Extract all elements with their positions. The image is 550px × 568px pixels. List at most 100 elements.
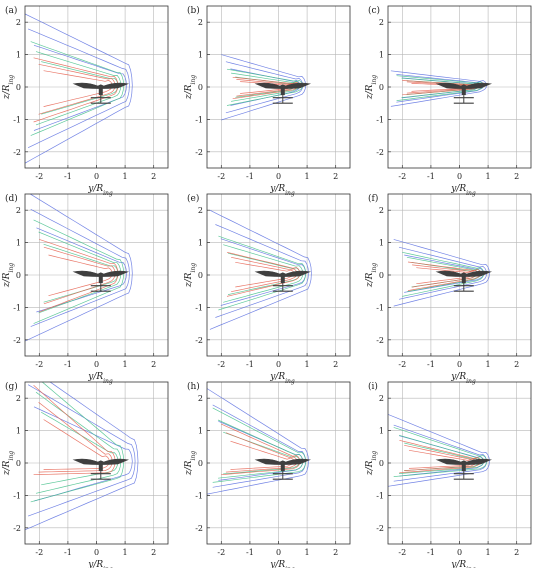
drone-fuselage: [461, 461, 466, 472]
y-tick-label: -2: [195, 148, 203, 157]
drone-silhouette: [72, 458, 130, 480]
y-tick-label: 1: [16, 51, 21, 60]
contour-blue: [393, 239, 490, 307]
subplot-b: -2 -1 0 1 2 -2 -1 0 1 2 (b) y/Ring z/Ring: [184, 5, 351, 197]
x-tick-label: 1: [305, 172, 310, 181]
subplot-g: -2 -1 0 1 2 -2 -1 0 1 2 (g) y/Ring z/Ring: [2, 381, 169, 568]
y-tick-label: 1: [379, 239, 384, 248]
x-tick-label: 0: [276, 360, 281, 369]
x-tick-label: -1: [427, 172, 435, 181]
y-tick-label: -2: [13, 148, 21, 157]
y-tick-label: 2: [379, 206, 384, 215]
x-tick-label: -1: [64, 548, 72, 557]
x-tick-label: 0: [457, 548, 462, 557]
x-tick-label: 1: [123, 360, 128, 369]
x-tick-label: 2: [514, 172, 519, 181]
panel-label: (g): [5, 381, 18, 392]
y-axis-label-sub: ing: [371, 451, 378, 461]
panel-label: (i): [368, 381, 378, 392]
y-tick-label: 0: [198, 271, 203, 280]
y-tick-label: 1: [198, 427, 203, 436]
x-axis-label: y/Ring: [269, 560, 295, 568]
y-axis-label-sub: ing: [8, 75, 15, 85]
y-tick-label: -2: [195, 524, 203, 533]
y-tick-label: -2: [376, 148, 384, 157]
drone-fuselage: [461, 85, 466, 96]
contour-group: [388, 414, 490, 487]
x-axis-label: y/Ring: [87, 560, 113, 568]
y-axis-label: z/Ring: [184, 75, 197, 100]
y-axis-label: z/Ring: [365, 451, 378, 476]
y-tick-label: -2: [13, 524, 21, 533]
y-axis-label-sub: ing: [8, 451, 15, 461]
y-tick-label: 1: [16, 427, 21, 436]
panel-label: (h): [187, 381, 200, 392]
y-axis-label: z/Ring: [184, 451, 197, 476]
x-tick-label: 0: [276, 172, 281, 181]
x-axis-label-sub: ing: [103, 566, 113, 568]
contour-blue: [207, 388, 309, 495]
y-axis-label: z/Ring: [2, 75, 15, 100]
y-tick-label: -1: [195, 115, 203, 124]
x-axis-label: y/Ring: [450, 184, 476, 197]
x-tick-label: -2: [217, 548, 225, 557]
x-tick-label: -1: [427, 360, 435, 369]
y-tick-label: 1: [198, 239, 203, 248]
panel-label: (d): [5, 193, 18, 204]
x-tick-label: 2: [151, 548, 156, 557]
x-tick-label: 1: [305, 548, 310, 557]
y-tick-label: 2: [16, 18, 21, 27]
contour-green: [35, 391, 122, 494]
x-tick-label: -2: [35, 360, 43, 369]
y-tick-label: -2: [13, 336, 21, 345]
panel-label: (a): [5, 5, 17, 16]
x-tick-label: 0: [276, 548, 281, 557]
x-tick-label: 2: [151, 172, 156, 181]
y-axis-label: z/Ring: [365, 75, 378, 100]
x-tick-label: -2: [35, 172, 43, 181]
drone-fuselage: [280, 273, 285, 284]
x-tick-label: -2: [35, 548, 43, 557]
contour-blue: [215, 224, 309, 318]
subplot-e: -2 -1 0 1 2 -2 -1 0 1 2 (e) y/Ring z/Ring: [184, 193, 351, 385]
y-tick-label: -2: [195, 336, 203, 345]
contour-blue: [209, 209, 312, 330]
drone-silhouette: [254, 270, 312, 292]
contour-blue: [27, 28, 130, 149]
drone-silhouette: [435, 82, 493, 104]
x-axis-label-sub: ing: [285, 566, 295, 568]
subplot-a: -2 -1 0 1 2 -2 -1 0 1 2 (a) y/Ring z/Ring: [2, 5, 169, 197]
drone-silhouette: [72, 270, 130, 292]
y-axis-label-sub: ing: [371, 75, 378, 85]
contour-blue: [25, 13, 133, 164]
x-tick-label: 0: [457, 360, 462, 369]
y-tick-label: -1: [376, 115, 384, 124]
drone-fuselage: [98, 85, 103, 96]
y-axis-label-sub: ing: [8, 263, 15, 273]
y-tick-label: 2: [198, 18, 203, 27]
y-tick-label: 2: [16, 206, 21, 215]
y-tick-label: -1: [195, 303, 203, 312]
x-tick-label: -1: [246, 172, 254, 181]
y-tick-label: 0: [379, 459, 384, 468]
x-axis-label-sub: ing: [285, 378, 295, 385]
contour-group: [207, 388, 309, 495]
contour-blue: [30, 208, 130, 327]
x-tick-label: 1: [486, 360, 491, 369]
y-tick-label: 2: [16, 394, 21, 403]
contour-blue: [33, 44, 127, 131]
y-tick-label: -1: [13, 115, 21, 124]
x-axis-label: y/Ring: [450, 372, 476, 385]
x-tick-label: 0: [94, 548, 99, 557]
x-tick-label: 2: [333, 548, 338, 557]
x-axis-label-sub: ing: [103, 190, 113, 197]
x-tick-label: 1: [486, 548, 491, 557]
x-tick-label: 0: [94, 172, 99, 181]
y-tick-label: 0: [16, 83, 21, 92]
x-tick-label: -1: [427, 548, 435, 557]
y-axis-label: z/Ring: [184, 263, 197, 288]
panel-label: (c): [368, 5, 380, 16]
y-tick-label: 0: [16, 271, 21, 280]
